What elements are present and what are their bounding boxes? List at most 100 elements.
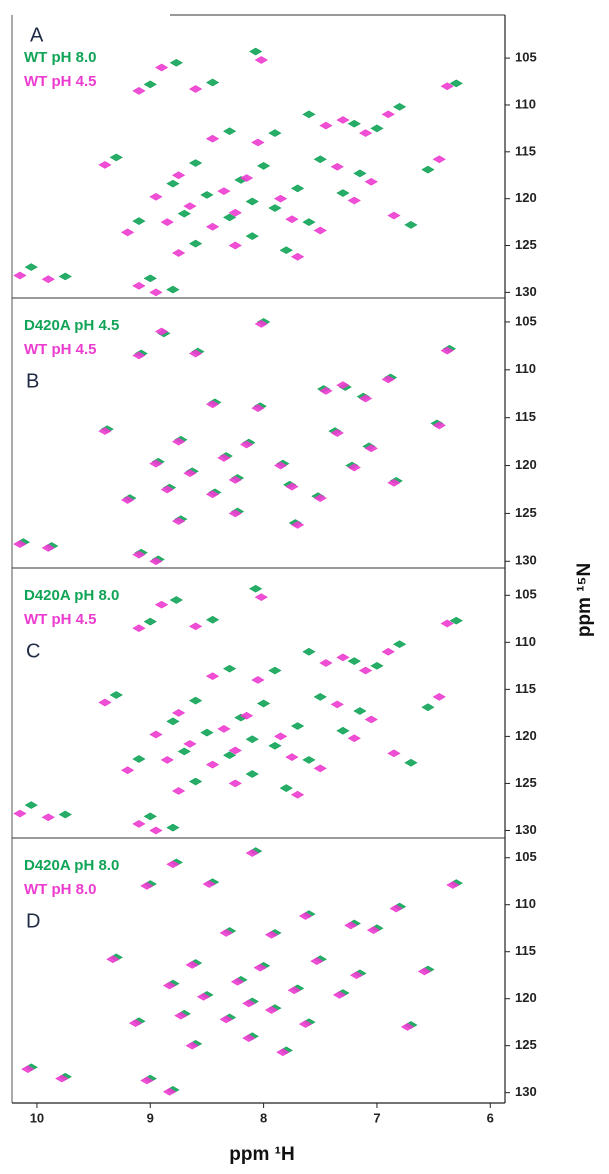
x-tick-label: 10 [30, 1110, 44, 1125]
y-tick-label: 125 [515, 505, 537, 520]
peak [143, 617, 157, 626]
peak [245, 735, 259, 744]
peak [132, 351, 146, 360]
peak [196, 992, 211, 1001]
legend-entry: WT pH 4.5 [24, 611, 97, 628]
peak [268, 741, 282, 750]
peak [440, 82, 454, 91]
peak [359, 394, 373, 403]
peak [240, 174, 254, 182]
panel-letter: A [30, 24, 44, 46]
peak [251, 676, 265, 684]
peak [387, 749, 401, 758]
peak [242, 1034, 256, 1043]
peak [13, 271, 27, 280]
peak [58, 272, 72, 281]
y-tick-label: 115 [515, 943, 536, 958]
peak [240, 711, 254, 720]
peak [166, 823, 180, 832]
panel-letter: B [26, 370, 39, 392]
peak [245, 197, 259, 206]
peak [109, 691, 123, 699]
peak [279, 784, 293, 792]
peak [387, 478, 401, 487]
peak [228, 779, 242, 788]
peak [169, 58, 183, 67]
y-tick-label: 130 [515, 284, 537, 299]
peak [149, 288, 163, 297]
y-tick-label: 105 [515, 313, 537, 328]
x-axis-label: ppm ¹H [229, 1144, 294, 1165]
peak [189, 696, 203, 705]
y-tick-label: 115 [515, 143, 536, 158]
peak [155, 327, 169, 336]
peak [177, 747, 191, 756]
peak [285, 753, 299, 761]
peak [121, 228, 135, 237]
peak [330, 162, 344, 171]
legend-entry: D420A pH 8.0 [24, 857, 119, 874]
legend-entry: D420A pH 8.0 [24, 587, 119, 604]
y-tick-label: 120 [515, 990, 537, 1005]
peak [268, 129, 282, 137]
peak [183, 740, 197, 748]
peak [332, 991, 347, 999]
peak [251, 404, 265, 412]
peak [219, 1015, 233, 1024]
peak [140, 1076, 154, 1085]
peak [302, 756, 316, 764]
peak [349, 971, 364, 980]
peak [223, 127, 237, 136]
peak [313, 764, 327, 773]
peak [41, 544, 55, 552]
panel-letter: C [26, 640, 40, 662]
peak [217, 454, 231, 462]
y-tick-label: 125 [515, 775, 537, 790]
y-tick-label: 110 [515, 896, 536, 911]
y-tick-label: 105 [515, 587, 537, 602]
peak [106, 955, 120, 964]
peak [336, 381, 350, 389]
peak [245, 849, 259, 857]
peak [387, 211, 401, 220]
peak [313, 155, 327, 164]
peak [298, 912, 313, 920]
peak [364, 177, 378, 186]
peak [330, 700, 344, 709]
peak [132, 755, 146, 763]
peak [264, 1006, 279, 1014]
peak [359, 666, 373, 675]
peak [240, 440, 254, 449]
peak [302, 647, 316, 656]
peak [206, 222, 220, 231]
peak [421, 165, 435, 174]
peak [98, 161, 112, 169]
peak [189, 349, 203, 358]
peak [440, 346, 454, 355]
peak [166, 179, 180, 188]
peak [344, 921, 358, 930]
peak [223, 213, 237, 222]
y-tick-label: 120 [515, 190, 537, 205]
peak [446, 881, 460, 889]
y-tick-label: 120 [515, 457, 537, 472]
peak [121, 766, 135, 775]
peak [249, 584, 263, 593]
peak [223, 664, 237, 673]
peak [160, 756, 174, 764]
peak [254, 56, 268, 64]
peak [217, 725, 231, 733]
peak [432, 421, 446, 430]
peak [149, 459, 163, 468]
peak [149, 557, 163, 566]
y-tick-label: 110 [515, 361, 536, 376]
peak [183, 202, 197, 211]
peak [143, 812, 157, 821]
peak [291, 521, 305, 529]
peak [302, 110, 316, 119]
peak [230, 977, 245, 986]
peak [128, 1019, 143, 1027]
peak [177, 209, 191, 218]
peak [319, 387, 333, 395]
peak [449, 79, 463, 88]
